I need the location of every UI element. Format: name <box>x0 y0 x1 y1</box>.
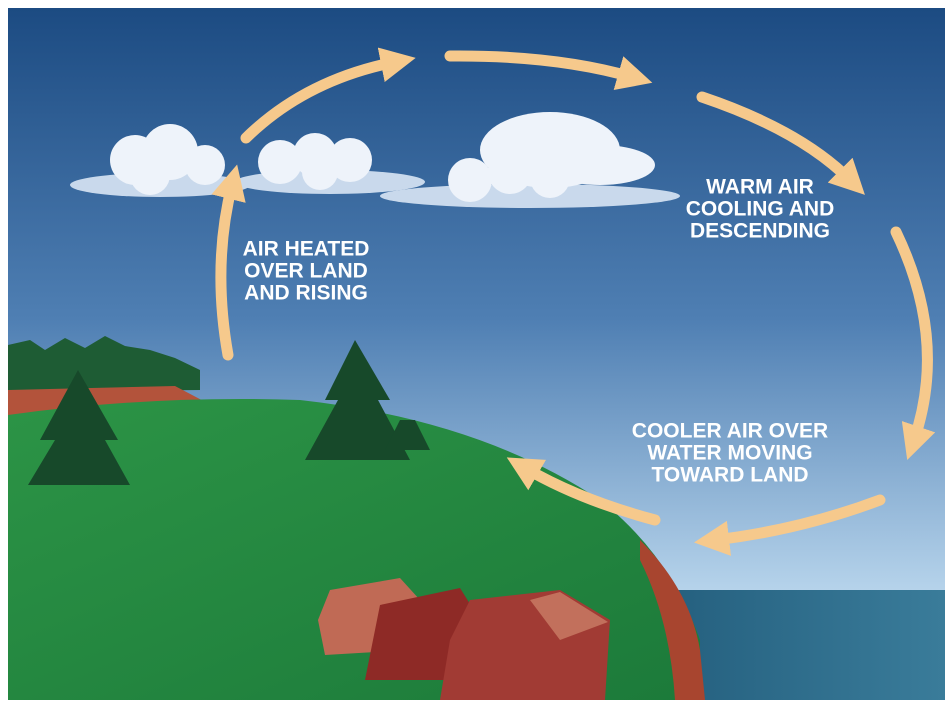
label-line: WARM AIR <box>706 176 814 199</box>
label-line: AND RISING <box>244 282 368 305</box>
label-line: COOLER AIR OVER <box>632 420 828 443</box>
label-line: AIR HEATED <box>243 238 370 261</box>
label-line: COOLING AND <box>686 198 835 221</box>
label-line: OVER LAND <box>244 260 368 283</box>
label-line: DESCENDING <box>690 220 830 243</box>
cliff-edge <box>640 540 705 700</box>
distant-trees <box>8 336 200 392</box>
label-line: TOWARD LAND <box>651 464 808 487</box>
trees <box>28 340 430 485</box>
rocks <box>318 578 610 700</box>
water <box>660 590 945 700</box>
arrows <box>211 47 936 556</box>
label-line: WATER MOVING <box>647 442 812 465</box>
